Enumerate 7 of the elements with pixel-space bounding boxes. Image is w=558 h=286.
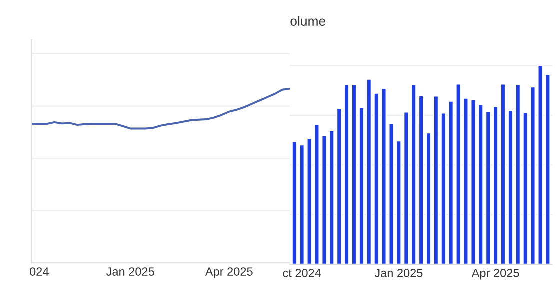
x-tick-label: 024 [30,268,49,276]
x-tick-label: Jan 2025 [374,269,423,278]
chart-title: olume [290,16,326,26]
x-tick-label: Apr 2025 [472,269,520,280]
x-tick-label: Apr 2025 [205,268,253,278]
x-tick-label: ct 2024 [283,269,322,278]
x-tick-label: Jan 2025 [106,268,154,276]
